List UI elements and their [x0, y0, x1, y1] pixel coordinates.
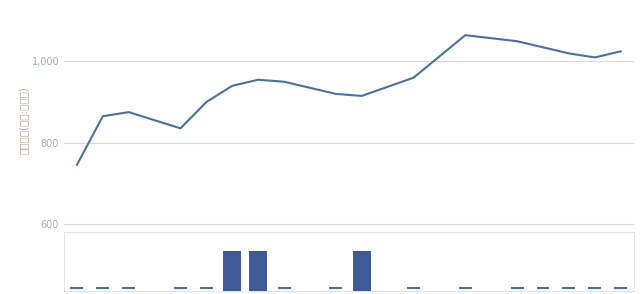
Y-axis label: 거래금액(단위:백만원): 거래금액(단위:백만원): [19, 86, 29, 154]
Bar: [353, 251, 371, 291]
Bar: [223, 251, 241, 291]
Bar: [249, 251, 268, 291]
